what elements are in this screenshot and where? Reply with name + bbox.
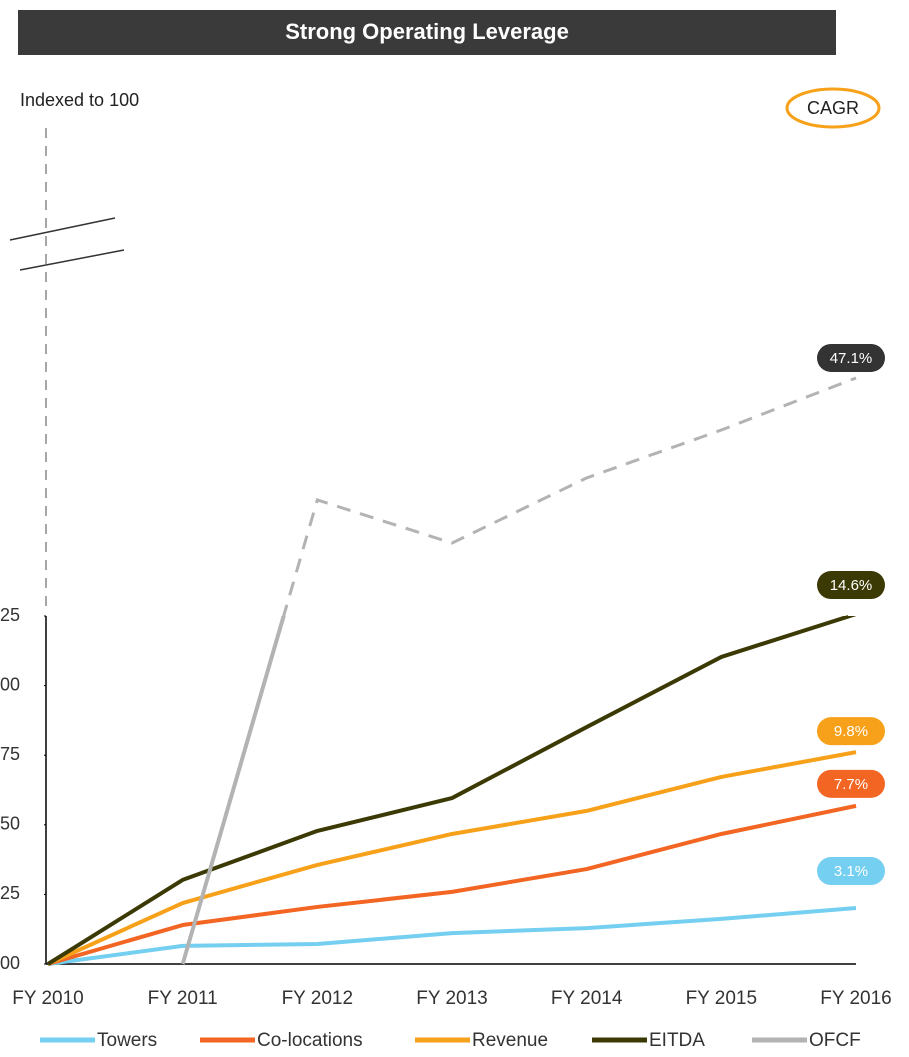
title-bar [18, 10, 836, 55]
y-tick-label: 75 [0, 744, 20, 764]
x-tick-label: FY 2016 [820, 988, 891, 1009]
legend-label: EITDA [649, 1030, 705, 1051]
legend-label: Co-locations [257, 1030, 363, 1051]
y-tick-label: 25 [0, 883, 20, 903]
x-tick-label: FY 2014 [551, 988, 623, 1009]
x-tick-label: FY 2012 [282, 988, 353, 1009]
cagr-value: 3.1% [834, 863, 868, 880]
series-line [46, 616, 857, 966]
break-mark [19, 249, 125, 271]
series-line [47, 803, 857, 966]
y-tick-label: 25 [0, 605, 20, 625]
cagr-value: 47.1% [830, 350, 873, 367]
break-mark [9, 217, 116, 241]
legend-label: OFCF [809, 1030, 861, 1051]
series-line [47, 750, 857, 966]
cagr-value: 14.6% [830, 577, 873, 594]
y-tick-label: 00 [0, 953, 20, 973]
series-line [47, 906, 857, 966]
x-tick-label: FY 2013 [416, 988, 487, 1009]
legend-label: Revenue [472, 1030, 548, 1051]
y-tick-label: 00 [0, 674, 20, 694]
cagr-oval [785, 87, 881, 129]
subtitle: Indexed to 100 [20, 90, 139, 110]
y-tick-label: 50 [0, 814, 20, 834]
x-tick-label: FY 2015 [686, 988, 757, 1009]
series-line-break [282, 376, 857, 616]
cagr-pill [817, 571, 885, 600]
cagr-pill [817, 717, 885, 746]
x-tick-label: FY 2010 [12, 988, 83, 1009]
cagr-pill [817, 343, 885, 372]
cagr-label: CAGR [807, 98, 859, 118]
x-tick-label: FY 2011 [148, 988, 218, 1009]
legend-label: Towers [97, 1030, 157, 1051]
cagr-value: 7.7% [834, 776, 868, 793]
cagr-pill [817, 769, 885, 798]
cagr-pill [817, 857, 885, 886]
cagr-value: 9.8% [834, 723, 868, 740]
series-line-break [844, 612, 857, 616]
chart-title: Strong Operating Leverage [285, 19, 569, 44]
